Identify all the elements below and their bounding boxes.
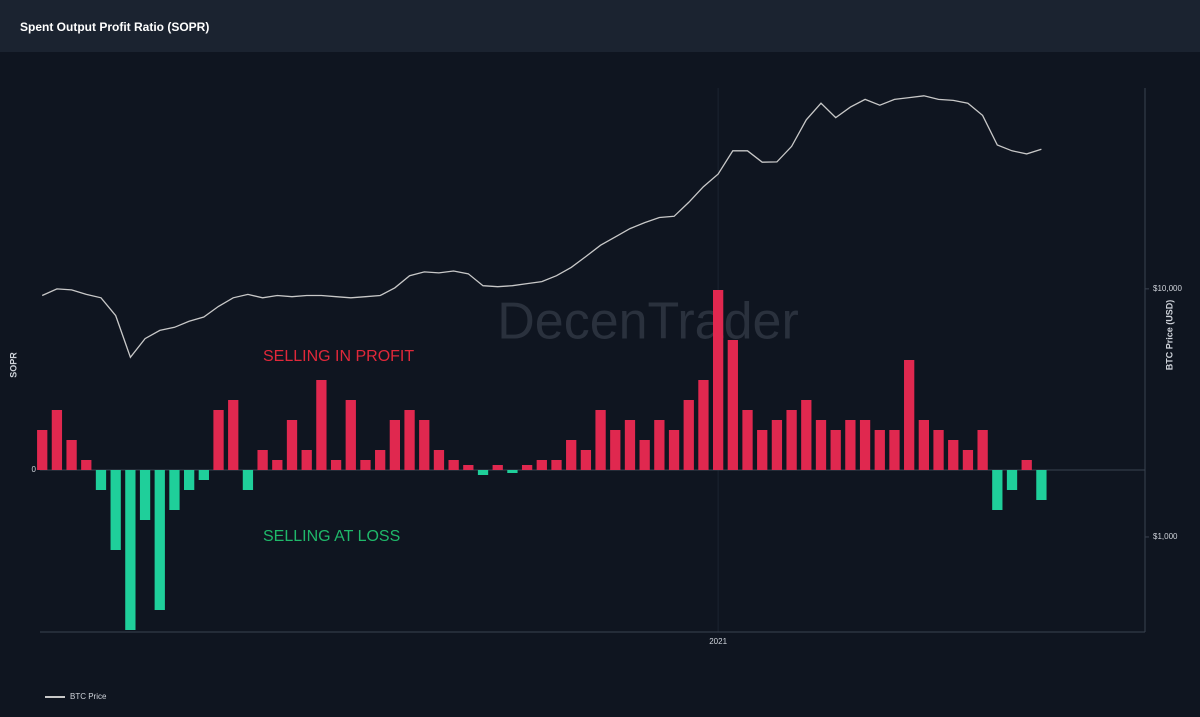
bar — [184, 470, 195, 490]
y2-axis-label: BTC Price (USD) — [1164, 300, 1174, 371]
bar — [801, 400, 812, 470]
x-tick-label: 2021 — [709, 637, 727, 646]
bar — [830, 430, 841, 470]
y-axis-label: SOPR — [8, 352, 18, 378]
bar — [257, 450, 268, 470]
watermark: DecenTrader — [497, 293, 799, 351]
bar — [463, 465, 474, 470]
bar — [933, 430, 944, 470]
bar — [521, 465, 533, 470]
bar — [507, 470, 518, 473]
bar — [580, 450, 592, 470]
bar — [595, 410, 606, 470]
bar — [169, 470, 180, 510]
bar — [477, 470, 489, 475]
bar — [845, 420, 856, 470]
bar — [757, 430, 768, 470]
bar — [389, 420, 401, 470]
bar — [683, 400, 694, 470]
bar — [272, 460, 283, 470]
bar — [918, 420, 929, 470]
bar — [404, 410, 415, 470]
bar — [95, 470, 107, 490]
bar — [610, 430, 621, 470]
bar — [1006, 470, 1018, 490]
bar — [375, 450, 386, 470]
bar — [316, 380, 327, 470]
bar — [654, 420, 665, 470]
bar — [712, 290, 724, 470]
bar — [698, 380, 709, 470]
bar — [771, 420, 783, 470]
bar — [51, 410, 63, 470]
bar — [286, 420, 298, 470]
bar — [330, 460, 342, 470]
bar — [242, 470, 254, 490]
bar — [213, 410, 224, 470]
bar — [448, 460, 459, 470]
bar — [859, 420, 871, 470]
bar — [977, 430, 988, 470]
y2-tick-label: $1,000 — [1153, 532, 1178, 541]
annotation: SELLING IN PROFIT — [263, 348, 414, 365]
bar — [37, 430, 48, 470]
bar — [742, 410, 753, 470]
bar — [419, 420, 430, 470]
bar — [948, 440, 959, 470]
bar — [889, 430, 900, 470]
bar — [1021, 460, 1032, 470]
annotation: SELLING AT LOSS — [263, 528, 400, 545]
bar — [345, 400, 356, 470]
bar — [904, 360, 915, 470]
header-bar — [0, 0, 1200, 52]
bar — [360, 460, 371, 470]
bar — [566, 440, 577, 470]
bar — [668, 430, 680, 470]
legend-label[interactable]: BTC Price — [70, 692, 107, 701]
bar — [301, 450, 312, 470]
bar — [198, 470, 209, 480]
bar — [815, 420, 827, 470]
bar — [786, 410, 797, 470]
bar — [110, 470, 121, 550]
y2-tick-label: $10,000 — [1153, 284, 1182, 293]
bar — [992, 470, 1003, 510]
y-tick-label: 0 — [32, 465, 37, 474]
bar — [727, 340, 738, 470]
bar — [874, 430, 885, 470]
bar — [492, 465, 503, 470]
bar — [81, 460, 92, 470]
bar — [1036, 470, 1047, 500]
price-line — [41, 95, 1042, 359]
bar — [154, 470, 165, 610]
bar — [962, 450, 974, 470]
bar — [536, 460, 547, 470]
bar — [228, 400, 239, 470]
bar — [639, 440, 650, 470]
chart-title: Spent Output Profit Ratio (SOPR) — [20, 20, 209, 34]
bar — [139, 470, 151, 520]
bar — [66, 440, 77, 470]
bar — [551, 460, 562, 470]
bar — [433, 450, 445, 470]
bar — [125, 470, 136, 630]
bar — [624, 420, 636, 470]
